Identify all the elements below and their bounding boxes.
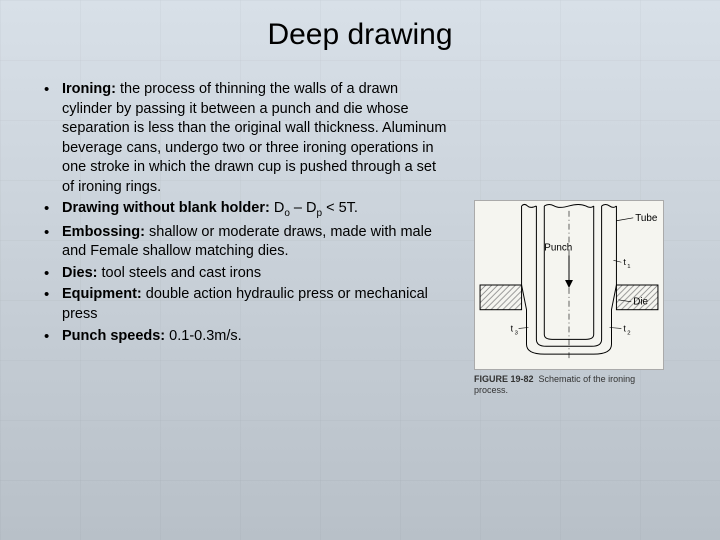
svg-text:1: 1 (627, 264, 630, 270)
bullet-item: Equipment: double action hydraulic press… (40, 285, 450, 324)
bullet-list: Ironing: the process of thinning the wal… (40, 80, 450, 396)
svg-text:3: 3 (515, 330, 519, 336)
bullet-item: Ironing: the process of thinning the wal… (40, 80, 450, 197)
term: Dies: (62, 265, 97, 281)
term: Punch speeds: (62, 328, 165, 344)
bullet-item: Dies: tool steels and cast irons (40, 264, 450, 284)
caption-prefix: FIGURE 19-82 (474, 374, 534, 384)
bullet-item: Punch speeds: 0.1-0.3m/s. (40, 327, 450, 347)
bullet-text: D (270, 200, 285, 216)
slide-title: Deep drawing (40, 18, 680, 52)
bullet-item: Drawing without blank holder: Do – Dp < … (40, 199, 450, 220)
svg-text:Tube: Tube (635, 213, 658, 224)
bullet-text: < 5T. (322, 200, 358, 216)
bullet-text: tool steels and cast irons (97, 265, 261, 281)
term: Equipment: (62, 286, 142, 302)
bullet-text: – D (290, 200, 317, 216)
term: Drawing without blank holder: (62, 200, 270, 216)
term: Ironing: (62, 81, 116, 97)
svg-text:t: t (623, 257, 626, 267)
svg-text:Punch: Punch (544, 242, 572, 253)
svg-text:Die: Die (633, 297, 648, 308)
bullet-text: 0.1-0.3m/s. (165, 328, 242, 344)
svg-text:t: t (623, 323, 626, 333)
bullet-item: Embossing: shallow or moderate draws, ma… (40, 223, 450, 262)
term: Embossing: (62, 224, 145, 240)
bullet-text: the process of thinning the walls of a d… (62, 81, 446, 195)
figure-caption: FIGURE 19-82 Schematic of the ironing pr… (474, 374, 664, 396)
figure-diagram: Tube Punch Die t1 t2 t3 (474, 200, 664, 370)
ironing-schematic-icon: Tube Punch Die t1 t2 t3 (475, 201, 663, 369)
svg-text:2: 2 (627, 330, 630, 336)
svg-text:t: t (511, 323, 514, 333)
